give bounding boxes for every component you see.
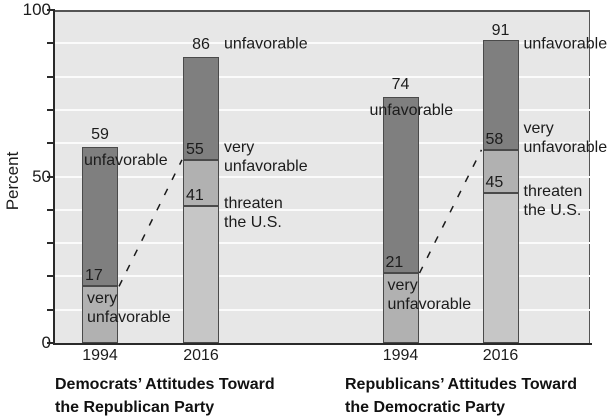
y-tick bbox=[47, 308, 55, 311]
y-tick bbox=[47, 275, 55, 278]
bar-value-label: 74 bbox=[391, 75, 410, 93]
gridline bbox=[55, 75, 590, 78]
y-tick bbox=[47, 242, 55, 245]
bar-annotation: unfavorable bbox=[84, 151, 168, 169]
bar-segment-unfavorable bbox=[482, 39, 519, 150]
bar-segment-threaten-the-u.s. bbox=[482, 193, 519, 343]
bar-segment-very-unfavorable bbox=[482, 149, 519, 194]
bar-segment-very-unfavorable bbox=[82, 286, 118, 343]
bar-segment-unfavorable bbox=[82, 146, 118, 287]
bar-annotation: unfavorable bbox=[369, 101, 454, 119]
x-tick-label-year: 2016 bbox=[482, 347, 519, 364]
x-axis-line bbox=[53, 343, 592, 345]
gridline bbox=[55, 242, 590, 245]
y-tick bbox=[47, 175, 55, 178]
y-tick-label: 50 bbox=[32, 166, 51, 186]
y-tick bbox=[47, 108, 55, 111]
y-tick bbox=[47, 75, 55, 78]
plot-border-top bbox=[55, 10, 590, 12]
gridline bbox=[55, 175, 590, 178]
y-tick bbox=[47, 42, 55, 45]
bar-segment-unfavorable bbox=[382, 96, 419, 274]
gridline bbox=[55, 275, 590, 278]
bar-value-label: 17 bbox=[85, 267, 103, 285]
bar-value-label: 86 bbox=[192, 35, 210, 53]
x-tick-label-year: 1994 bbox=[382, 347, 419, 364]
bar-annotation: very unfavorable bbox=[387, 277, 472, 314]
bar-value-label: 45 bbox=[485, 174, 504, 192]
gridline bbox=[55, 108, 590, 111]
bar-segment-very-unfavorable bbox=[183, 159, 219, 207]
group-caption: Democrats’ Attitudes Toward the Republic… bbox=[55, 376, 275, 416]
bar-annotation: very unfavorable bbox=[87, 290, 171, 327]
y-tick-label: 0 bbox=[9, 334, 51, 352]
bar-segment-very-unfavorable bbox=[382, 273, 419, 343]
bar-annotation: threaten the U.S. bbox=[523, 183, 583, 220]
y-axis-line bbox=[53, 10, 55, 345]
bar-annotation: unfavorable bbox=[224, 35, 308, 53]
bar-segment-unfavorable bbox=[183, 56, 219, 160]
gridline bbox=[55, 308, 590, 311]
y-tick-label: 100 bbox=[22, 0, 51, 19]
x-tick-label-year: 1994 bbox=[82, 347, 118, 364]
bar-segment-threaten-the-u.s. bbox=[183, 206, 219, 343]
x-tick-label-year: 2016 bbox=[183, 347, 219, 364]
group-caption: Republicans’ Attitudes Toward the Democr… bbox=[345, 376, 578, 416]
gridline bbox=[55, 208, 590, 211]
bar-value-label: 55 bbox=[186, 140, 204, 158]
bar-value-label: 91 bbox=[491, 21, 510, 39]
bar-value-label: 41 bbox=[186, 187, 204, 205]
bar-value-label: 59 bbox=[91, 125, 109, 143]
gridline bbox=[55, 142, 590, 145]
bar-annotation: very unfavorable bbox=[224, 138, 308, 175]
y-tick bbox=[47, 9, 55, 11]
y-tick bbox=[47, 342, 55, 344]
bar-annotation: threaten the U.S. bbox=[224, 195, 283, 232]
y-tick bbox=[47, 142, 55, 145]
gridline bbox=[55, 42, 590, 45]
bar-annotation: very unfavorable bbox=[523, 119, 608, 156]
y-tick bbox=[47, 208, 55, 211]
bar-value-label: 21 bbox=[385, 254, 404, 272]
bar-value-label: 58 bbox=[485, 130, 504, 148]
bar-annotation: unfavorable bbox=[523, 35, 608, 53]
